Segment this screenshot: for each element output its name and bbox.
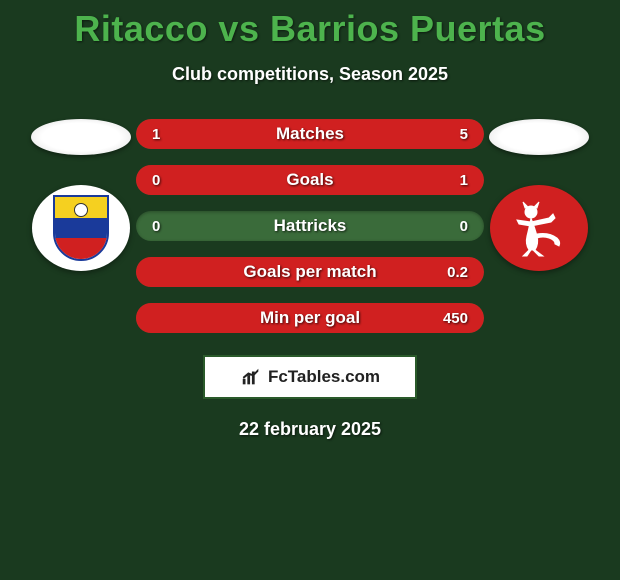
shield-icon (53, 195, 109, 261)
stat-bar: 1 Matches 5 (136, 119, 484, 149)
stat-bars: 1 Matches 5 0 Goals 1 0 Hattricks 0 Goals per mat… (136, 119, 484, 333)
stat-value-left: 1 (152, 126, 160, 143)
stat-value-right: 0.2 (447, 264, 468, 281)
chart-icon (240, 366, 262, 388)
stat-label: Matches (276, 124, 344, 144)
left-flag-oval (31, 119, 131, 155)
stat-bar: Min per goal 450 (136, 303, 484, 333)
stat-value-left: 0 (152, 172, 160, 189)
stat-value-left: 0 (152, 218, 160, 235)
stat-value-right: 1 (460, 172, 468, 189)
stat-label: Min per goal (260, 308, 360, 328)
devil-icon (509, 198, 569, 258)
bar-fill-left (136, 119, 195, 149)
comparison-content: 1 Matches 5 0 Goals 1 0 Hattricks 0 Goals per mat… (0, 119, 620, 333)
right-flag-oval (489, 119, 589, 155)
stat-value-right: 5 (460, 126, 468, 143)
stat-label: Goals per match (243, 262, 376, 282)
stat-bar: Goals per match 0.2 (136, 257, 484, 287)
brand-box[interactable]: FcTables.com (203, 355, 417, 399)
stat-value-right: 450 (443, 310, 468, 327)
stat-label: Hattricks (274, 216, 347, 236)
left-side (26, 119, 136, 271)
brand-label: FcTables.com (268, 367, 380, 387)
date-label: 22 february 2025 (0, 419, 620, 440)
stat-value-right: 0 (460, 218, 468, 235)
right-side (484, 119, 594, 271)
stat-label: Goals (286, 170, 333, 190)
right-team-crest (490, 185, 588, 271)
stat-bar: 0 Hattricks 0 (136, 211, 484, 241)
subtitle: Club competitions, Season 2025 (0, 64, 620, 85)
left-team-crest (32, 185, 130, 271)
stat-bar: 0 Goals 1 (136, 165, 484, 195)
page-title: Ritacco vs Barrios Puertas (0, 0, 620, 50)
